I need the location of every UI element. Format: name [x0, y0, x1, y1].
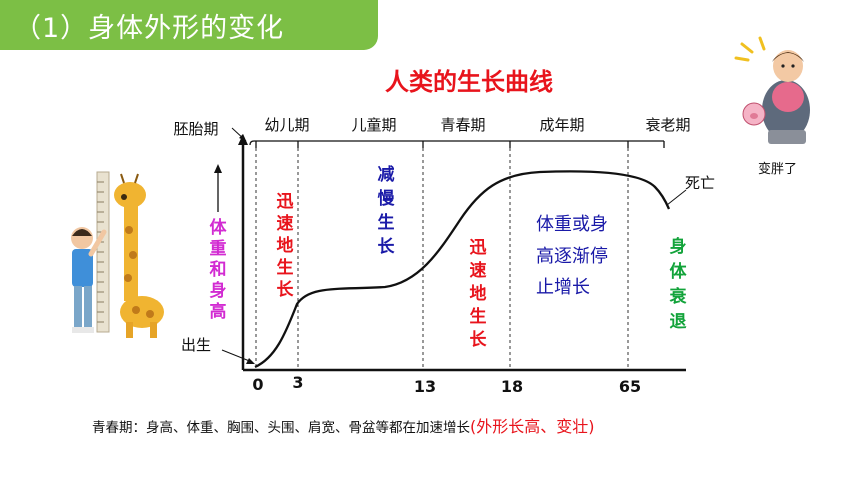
- phase-char: 长: [470, 329, 488, 350]
- stage-brackets: [249, 140, 665, 148]
- phase-char: 身: [670, 236, 687, 257]
- phase-line: 止增长: [536, 277, 590, 298]
- phase-char: 迅: [470, 238, 487, 258]
- chubby-person-illustration: [734, 36, 810, 144]
- y-label-char: 和: [210, 260, 227, 280]
- section-title: （1）身体外形的变化: [14, 13, 285, 44]
- phase-char: 体: [670, 261, 688, 282]
- phase-char: 退: [670, 312, 687, 332]
- phase-char: 地: [277, 235, 294, 256]
- phase-label-infant: 迅 速 地 生 长: [277, 192, 295, 300]
- stage-label-puberty: 青春期: [440, 116, 485, 134]
- phase-char: 速: [277, 213, 294, 234]
- stage-label-adult: 成年期: [539, 116, 584, 134]
- stage-labels: 胚胎期 幼儿期 儿童期 青春期 成年期 衰老期: [173, 116, 690, 138]
- puberty-note-main: 青春期：身高、体重、胸围、头围、肩宽、骨盆等都在加速增长: [92, 420, 470, 436]
- phase-label-puberty: 迅 速 地 生 长: [470, 238, 488, 350]
- chubby-caption: 变胖了: [758, 162, 798, 177]
- phase-line: 体重或身: [536, 214, 608, 235]
- phase-char: 速: [470, 260, 487, 281]
- y-label-char: 体: [210, 217, 228, 238]
- puberty-note: 青春期：身高、体重、胸围、头围、肩宽、骨盆等都在加速增长(外形长高、变壮): [92, 413, 595, 437]
- death-pointer: [666, 189, 687, 206]
- puberty-note-highlight: (外形长高、变壮): [470, 417, 595, 436]
- axes: [238, 134, 686, 372]
- y-label-arrow-head: [214, 164, 222, 173]
- phase-char: 迅: [277, 192, 294, 212]
- stage-label-embryo: 胚胎期: [173, 120, 218, 138]
- phase-char: 地: [470, 283, 487, 304]
- phase-char: 慢: [378, 188, 396, 209]
- tick-label: 18: [501, 377, 523, 396]
- y-label-char: 重: [210, 238, 227, 259]
- x-ticks: 0 3 13 18 65: [252, 373, 641, 396]
- diagram-title: 人类的生长曲线: [385, 68, 553, 96]
- child-height-chart-illustration: [71, 171, 164, 338]
- y-label-char: 身: [210, 280, 227, 301]
- phase-char: 生: [378, 212, 395, 233]
- birth-label: 出生: [181, 336, 211, 354]
- phase-char: 长: [277, 279, 295, 300]
- stage-label-old-age: 衰老期: [645, 116, 690, 134]
- death-label: 死亡: [685, 174, 715, 192]
- phase-char: 衰: [669, 286, 688, 307]
- birth-pointer-head: [246, 358, 255, 364]
- tick-label: 0: [252, 375, 263, 394]
- growth-curve: [254, 170, 671, 369]
- phase-char: 生: [277, 257, 294, 278]
- phase-label-old-age: 身 体 衰 退: [669, 236, 688, 332]
- tick-label: 3: [292, 373, 303, 392]
- phase-char: 减: [378, 164, 395, 185]
- y-axis-label: 体 重 和 身 高: [210, 164, 228, 322]
- phase-char: 长: [378, 236, 396, 257]
- stage-label-child: 儿童期: [351, 116, 396, 134]
- phase-char: 生: [470, 306, 487, 327]
- y-label-char: 高: [210, 301, 227, 322]
- embryo-pointer-head: [239, 134, 246, 141]
- tick-label: 13: [414, 377, 436, 396]
- phase-line: 高逐渐停: [536, 246, 608, 267]
- phase-label-adult: 体重或身 高逐渐停 止增长: [536, 214, 608, 298]
- phase-label-child: 减 慢 生 长: [378, 164, 396, 257]
- section-banner: （1）身体外形的变化: [0, 0, 378, 50]
- tick-label: 65: [619, 377, 641, 396]
- birth-pointer: [221, 349, 253, 363]
- stage-dividers: [255, 148, 629, 370]
- stage-label-infant: 幼儿期: [264, 116, 309, 134]
